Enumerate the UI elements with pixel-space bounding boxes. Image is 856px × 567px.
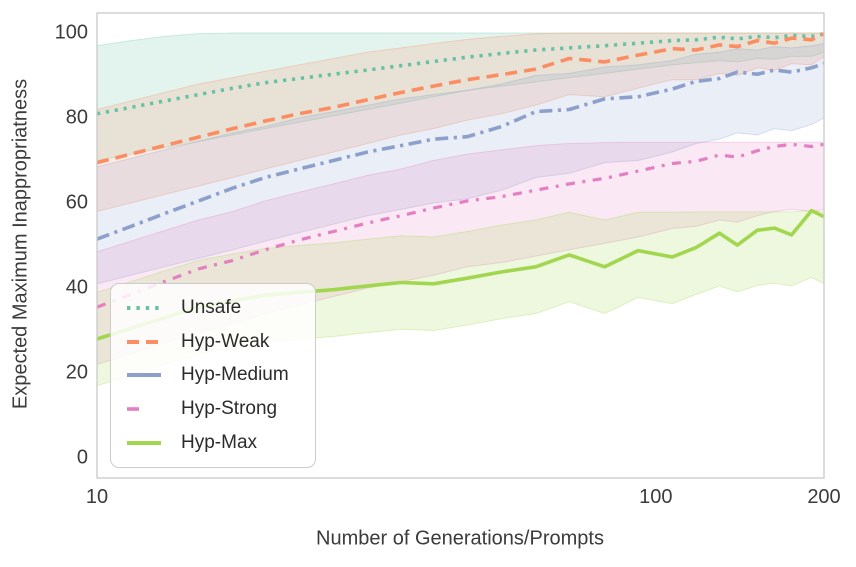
legend-label: Hyp-Weak: [181, 330, 270, 352]
legend-item-unsafe: Unsafe: [125, 291, 309, 325]
legend-line-sample: [127, 373, 161, 378]
legend-label: Hyp-Strong: [181, 398, 278, 420]
y-tick-40: 40: [65, 276, 88, 299]
legend: Unsafe Hyp-Weak Hyp-Medium Hyp-Strong Hyp-Ma…: [110, 283, 316, 468]
line-hyp-medium: [96, 61, 825, 241]
legend-item-hyp-weak: Hyp-Weak: [125, 325, 309, 359]
legend-label: Hyp-Max: [181, 432, 258, 454]
legend-line-sample: [127, 339, 161, 344]
legend-label: Hyp-Medium: [181, 364, 289, 386]
y-tick-60: 60: [65, 191, 88, 214]
line-hyp-weak: [96, 32, 825, 165]
y-tick-80: 80: [65, 106, 88, 129]
y-axis-label: Expected Maximum Inappropriatness: [9, 78, 32, 410]
y-tick-20: 20: [65, 361, 88, 384]
y-tick-100: 100: [54, 21, 88, 44]
legend-item-hyp-strong: Hyp-Strong: [125, 392, 309, 426]
legend-item-hyp-max: Hyp-Max: [125, 426, 309, 460]
legend-line-sample: [127, 441, 161, 446]
legend-line-sample: [127, 407, 161, 412]
x-axis-label: Number of Generations/Prompts: [316, 527, 604, 550]
x-tick-100: 100: [639, 486, 673, 508]
x-tick-200: 200: [807, 486, 841, 508]
y-tick-0: 0: [76, 446, 88, 469]
line-hyp-strong: [96, 142, 825, 309]
plot-spines: [96, 12, 825, 479]
legend-line-sample: [127, 305, 161, 310]
legend-label: Unsafe: [181, 296, 242, 318]
x-tick-10: 10: [85, 486, 109, 508]
legend-item-hyp-medium: Hyp-Medium: [125, 359, 309, 393]
